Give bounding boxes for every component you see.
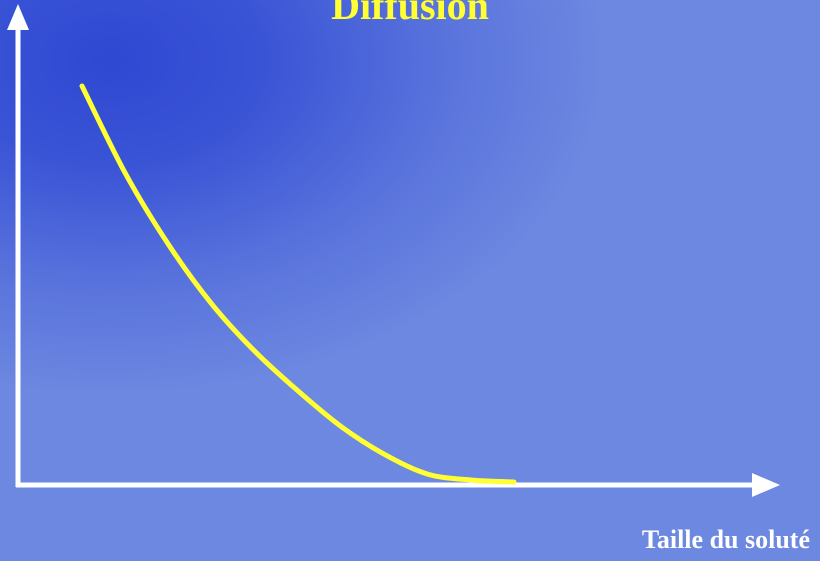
y-axis-arrow: [7, 4, 29, 30]
x-axis-label: Taille du soluté: [641, 525, 810, 554]
axes: [7, 4, 780, 497]
slide-title: Diffusion: [331, 0, 489, 28]
x-axis-arrow: [752, 473, 780, 497]
series-line-0: [79, 83, 517, 485]
series-layer: [79, 83, 517, 485]
